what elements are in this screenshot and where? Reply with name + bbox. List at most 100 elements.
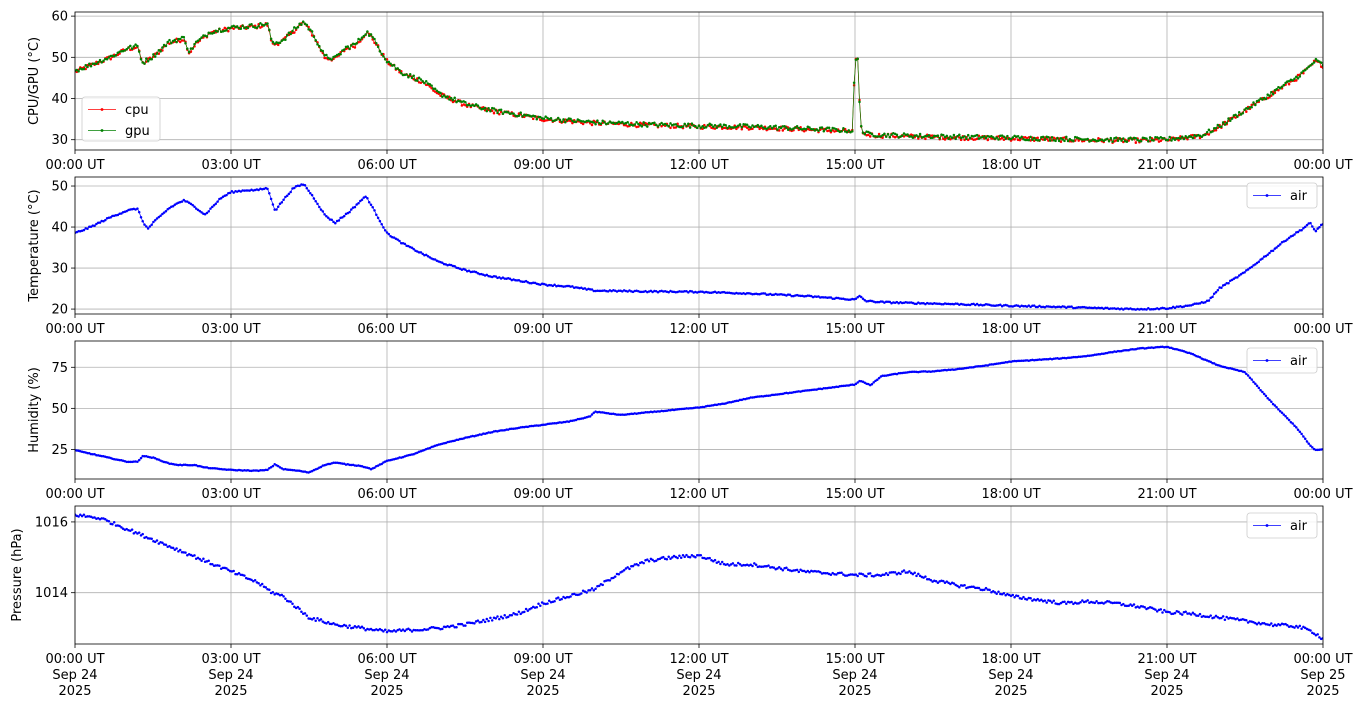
data-point — [309, 28, 312, 32]
data-point — [535, 606, 539, 609]
data-point — [216, 200, 219, 203]
data-point — [767, 126, 770, 129]
data-point — [517, 610, 521, 614]
data-point — [640, 411, 644, 415]
data-point — [316, 617, 319, 620]
data-point — [334, 461, 337, 464]
data-point — [949, 135, 952, 138]
data-point — [205, 211, 209, 215]
data-point — [1261, 98, 1264, 101]
data-point — [1275, 406, 1278, 409]
data-point — [216, 30, 219, 33]
data-point — [945, 580, 949, 583]
data-point — [1177, 138, 1180, 142]
data-point — [1038, 139, 1041, 142]
data-point — [790, 294, 793, 298]
data-point — [496, 111, 499, 115]
data-point — [202, 557, 205, 560]
data-point — [389, 62, 392, 66]
data-point — [164, 44, 168, 48]
data-point — [749, 396, 752, 399]
data-point — [676, 556, 679, 560]
data-point — [1048, 599, 1052, 603]
data-point — [804, 127, 808, 131]
data-point — [1296, 77, 1300, 80]
data-point — [902, 132, 906, 135]
data-point — [858, 100, 861, 104]
data-point — [1268, 251, 1271, 255]
data-point — [1130, 604, 1134, 607]
data-point — [913, 571, 916, 575]
data-point — [114, 53, 118, 57]
data-point — [697, 553, 701, 557]
data-point — [1261, 621, 1264, 625]
data-point — [1277, 244, 1280, 248]
data-point — [266, 187, 269, 191]
data-point — [1255, 261, 1259, 265]
data-point — [1275, 624, 1278, 627]
data-point — [592, 411, 596, 414]
data-point — [1271, 402, 1275, 406]
data-point — [398, 628, 401, 631]
data-point — [259, 584, 262, 587]
data-point — [1293, 626, 1296, 629]
data-point — [658, 557, 662, 561]
data-point — [596, 119, 599, 122]
data-point — [355, 203, 358, 206]
data-point — [708, 122, 711, 126]
data-point — [287, 468, 291, 472]
data-point — [369, 203, 373, 207]
data-point — [1102, 139, 1105, 143]
data-point — [1295, 75, 1298, 78]
data-point — [988, 588, 991, 592]
data-point — [278, 202, 282, 205]
data-point — [218, 27, 221, 31]
data-point — [492, 111, 496, 115]
data-point — [883, 132, 886, 135]
data-point — [1066, 139, 1070, 143]
data-point — [617, 413, 621, 416]
data-point — [1223, 283, 1227, 286]
data-point — [555, 118, 558, 122]
data-point — [931, 136, 934, 140]
data-point — [421, 80, 424, 83]
data-point — [209, 562, 212, 566]
data-point — [228, 26, 232, 30]
data-point — [917, 572, 920, 576]
data-point — [1243, 108, 1246, 112]
data-point — [410, 630, 414, 633]
data-point — [1000, 361, 1004, 365]
data-point — [945, 302, 949, 306]
data-point — [1261, 257, 1264, 260]
data-point — [958, 585, 961, 589]
data-point — [1125, 140, 1129, 144]
data-point — [376, 216, 380, 220]
data-point — [123, 49, 127, 52]
data-point — [80, 514, 84, 518]
series-points-air — [75, 183, 1323, 311]
data-point — [319, 208, 323, 211]
data-point — [325, 622, 328, 625]
data-point — [740, 126, 744, 129]
data-point — [410, 76, 414, 80]
data-point — [590, 587, 594, 590]
data-point — [232, 569, 235, 573]
data-point — [460, 622, 464, 626]
data-point — [720, 560, 724, 564]
data-point — [1007, 305, 1011, 308]
data-point — [735, 564, 738, 567]
data-point — [1298, 430, 1302, 433]
data-point — [531, 281, 535, 285]
data-point — [845, 131, 849, 134]
data-point — [323, 213, 326, 216]
data-point — [319, 618, 323, 621]
data-point — [1319, 61, 1323, 64]
data-point — [1009, 137, 1013, 141]
data-point — [227, 468, 230, 471]
data-point — [314, 39, 317, 42]
data-point — [1111, 307, 1114, 310]
data-point — [202, 36, 205, 39]
data-point — [1077, 602, 1080, 605]
data-point — [139, 534, 143, 537]
data-point — [91, 516, 95, 519]
